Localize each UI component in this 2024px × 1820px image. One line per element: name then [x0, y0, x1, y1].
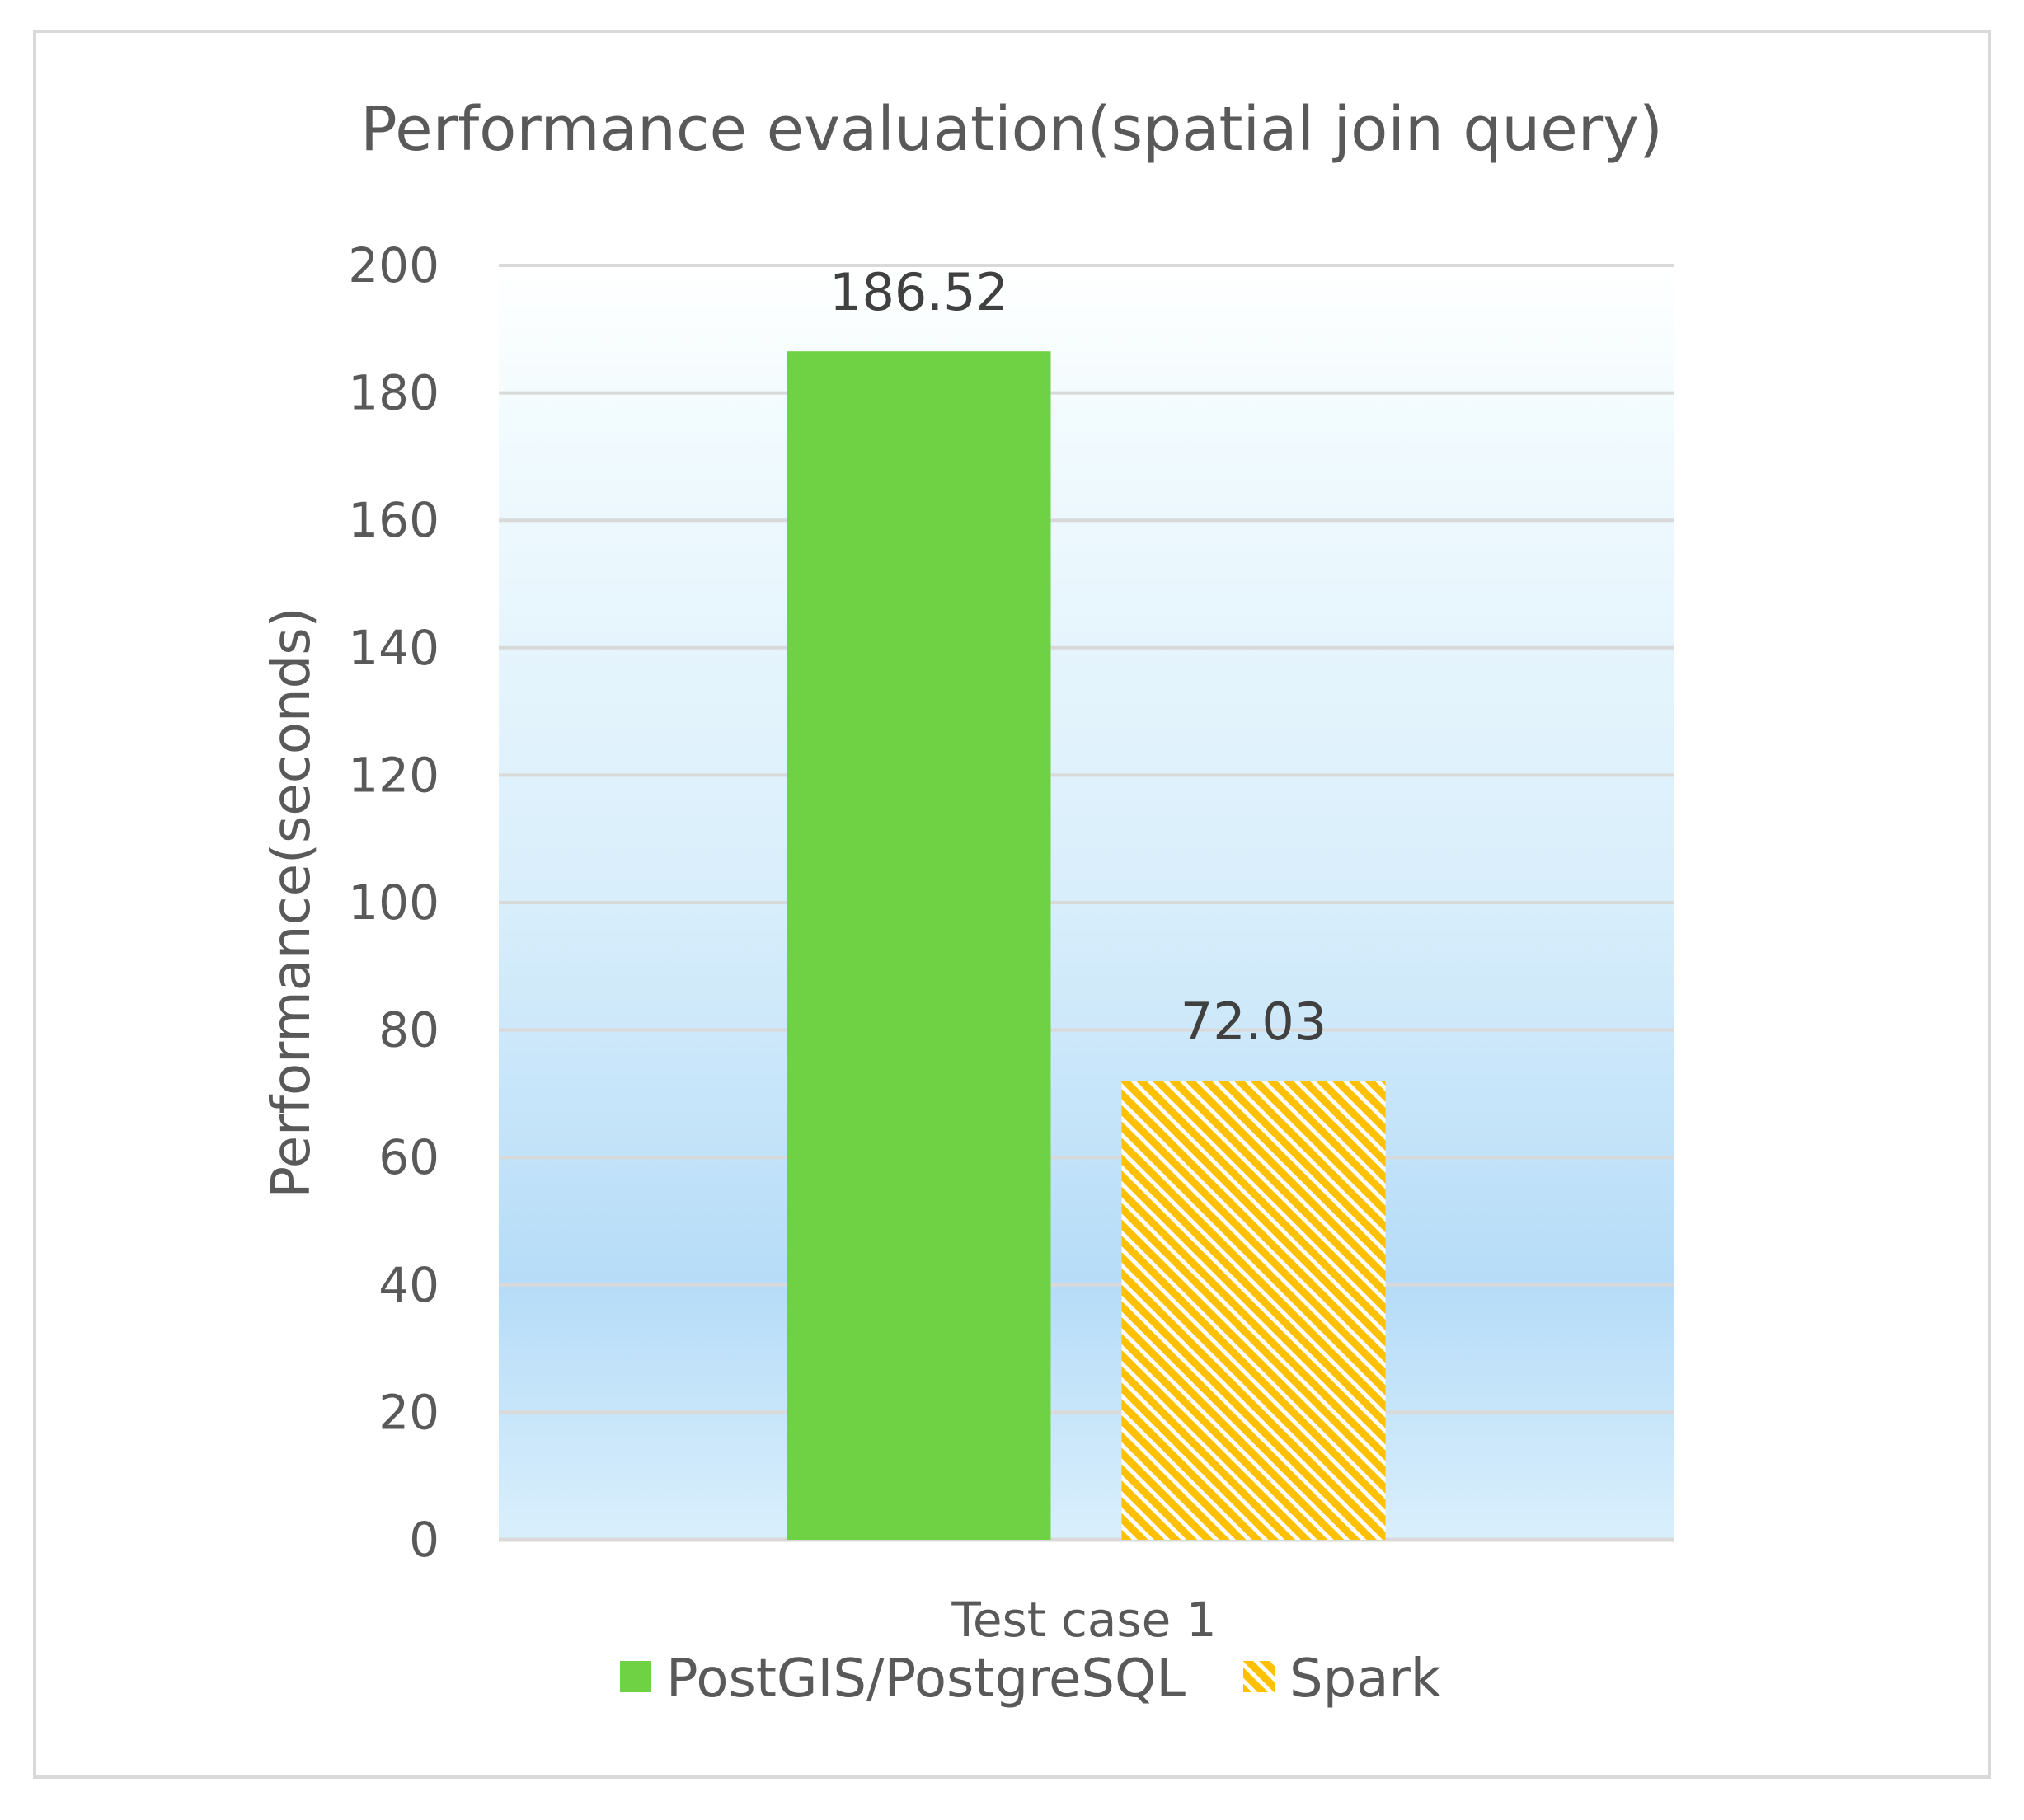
bar-spark	[1121, 1081, 1386, 1540]
y-axis-label: Performance(seconds)	[261, 607, 322, 1198]
y-axis-ticks: 0 20 40 60 80 100 120 140 160 180 200	[348, 237, 439, 1568]
legend-swatch-spark	[1243, 1661, 1275, 1692]
y-tick-label: 160	[348, 492, 439, 548]
data-labels: 186.52 72.03	[829, 262, 1327, 1052]
x-category-label: Test case 1	[951, 1592, 1216, 1648]
y-tick-label: 100	[348, 875, 439, 931]
legend: PostGIS/PostgreSQL Spark	[620, 1649, 1441, 1710]
y-tick-label: 140	[348, 620, 439, 676]
y-tick-label: 120	[348, 747, 439, 803]
y-tick-label: 0	[409, 1512, 439, 1568]
y-tick-label: 80	[378, 1002, 439, 1058]
gridlines	[499, 264, 1674, 1542]
legend-swatch-postgis	[620, 1661, 651, 1692]
y-tick-label: 40	[378, 1257, 439, 1313]
data-label-postgis: 186.52	[829, 262, 1008, 322]
bars	[787, 351, 1386, 1540]
y-tick-label: 180	[348, 365, 439, 421]
bar-postgis	[787, 351, 1051, 1540]
y-tick-label: 60	[378, 1129, 439, 1185]
y-tick-label: 200	[348, 237, 439, 293]
legend-label-spark: Spark	[1289, 1649, 1441, 1710]
data-label-spark: 72.03	[1181, 992, 1327, 1052]
chart-title: Performance evaluation(spatial join quer…	[360, 94, 1663, 165]
legend-label-postgis: PostGIS/PostgreSQL	[666, 1649, 1186, 1710]
y-tick-label: 20	[378, 1384, 439, 1440]
